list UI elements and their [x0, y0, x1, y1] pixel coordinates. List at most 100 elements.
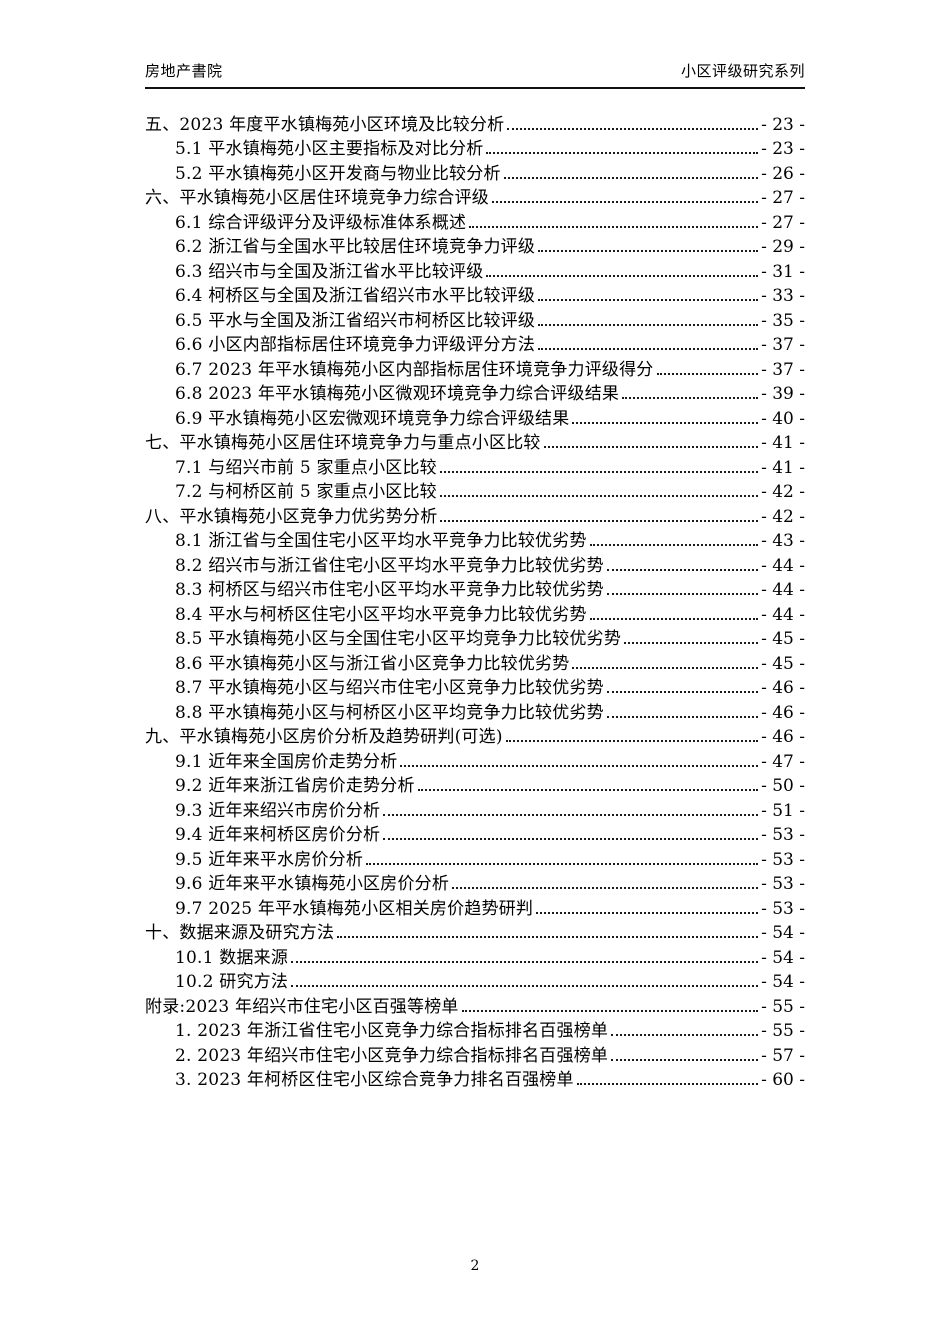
toc-entry[interactable]: 8.7 平水镇梅苑小区与绍兴市住宅小区竞争力比较优劣势 - 46 -: [145, 674, 805, 698]
toc-entry[interactable]: 9.6 近年来平水镇梅苑小区房价分析 - 53 -: [145, 870, 805, 894]
toc-entry[interactable]: 5.1 平水镇梅苑小区主要指标及对比分析 - 23 -: [145, 135, 805, 159]
toc-entry[interactable]: 9.4 近年来柯桥区房价分析 - 53 -: [145, 821, 805, 845]
toc-entry[interactable]: 6.5 平水与全国及浙江省绍兴市柯桥区比较评级 - 35 -: [145, 306, 805, 331]
toc-entry-page: - 23 -: [761, 139, 805, 159]
toc-entry[interactable]: 9.5 近年来平水房价分析 - 53 -: [145, 845, 805, 870]
toc-entry-page: - 41 -: [761, 457, 805, 478]
toc-entry[interactable]: 九、平水镇梅苑小区房价分析及趋势研判(可选) - 46 -: [145, 723, 805, 747]
toc-entry-title: 6.1 综合评级评分及评级标准体系概述: [175, 212, 467, 233]
toc-entry[interactable]: 6.8 2023 年平水镇梅苑小区微观环境竞争力综合评级结果 - 39 -: [145, 380, 805, 404]
toc-entry-title: 6.2 浙江省与全国水平比较居住环境竞争力评级: [175, 237, 536, 257]
toc-entry[interactable]: 8.4 平水与柯桥区住宅小区平均水平竞争力比较优劣势 - 44 -: [145, 600, 805, 625]
toc-entry-page: - 47 -: [761, 751, 805, 772]
toc-entry-title: 十、数据来源及研究方法: [145, 923, 335, 943]
dot-leader: [538, 348, 759, 350]
toc-entry[interactable]: 9.3 近年来绍兴市房价分析 - 51 -: [145, 796, 805, 821]
toc-entry[interactable]: 七、平水镇梅苑小区居住环境竞争力与重点小区比较 - 41 -: [145, 429, 805, 453]
toc-entry-page: - 46 -: [761, 702, 805, 723]
toc-entry[interactable]: 1. 2023 年浙江省住宅小区竞争力综合指标排名百强榜单 - 55 -: [145, 1017, 805, 1041]
toc-entry-page: - 43 -: [761, 531, 805, 551]
toc-entry-title: 6.8 2023 年平水镇梅苑小区微观环境竞争力综合评级结果: [175, 384, 620, 404]
toc-entry-title: 6.7 2023 年平水镇梅苑小区内部指标居住环境竞争力评级得分: [175, 359, 654, 380]
toc-entry-page: - 42 -: [761, 506, 805, 527]
toc-entry-title: 8.4 平水与柯桥区住宅小区平均水平竞争力比较优劣势: [175, 604, 587, 625]
dot-leader: [461, 1009, 759, 1012]
toc-entry-title: 五、2023 年度平水镇梅苑小区环境及比较分析: [145, 114, 505, 135]
dot-leader: [383, 813, 759, 816]
dot-leader: [606, 715, 759, 718]
toc-entry-page: - 60 -: [761, 1070, 805, 1090]
toc-entry[interactable]: 9.1 近年来全国房价走势分析 - 47 -: [145, 747, 805, 772]
toc-entry-page: - 44 -: [761, 580, 805, 600]
dot-leader: [503, 176, 759, 179]
dot-leader: [417, 789, 759, 791]
toc-entry[interactable]: 8.6 平水镇梅苑小区与浙江省小区竞争力比较优劣势 - 45 -: [145, 649, 805, 674]
toc-entry[interactable]: 8.1 浙江省与全国住宅小区平均水平竞争力比较优劣势 - 43 -: [145, 527, 805, 551]
toc-entry-title: 9.3 近年来绍兴市房价分析: [175, 800, 381, 821]
dot-leader: [606, 568, 759, 571]
toc-entry-title: 10.2 研究方法: [175, 972, 289, 992]
toc-entry[interactable]: 6.9 平水镇梅苑小区宏微观环境竞争力综合评级结果 - 40 -: [145, 404, 805, 429]
toc-entry[interactable]: 6.3 绍兴市与全国及浙江省水平比较评级 - 31 -: [145, 257, 805, 282]
toc-entry-title: 7.2 与柯桥区前 5 家重点小区比较: [175, 482, 437, 502]
toc-entry[interactable]: 9.7 2025 年平水镇梅苑小区相关房价趋势研判 - 53 -: [145, 894, 805, 919]
toc-entry[interactable]: 2. 2023 年绍兴市住宅小区竞争力综合指标排名百强榜单 - 57 -: [145, 1041, 805, 1066]
dot-leader: [622, 397, 759, 399]
toc-entry[interactable]: 六、平水镇梅苑小区居住环境竞争力综合评级 - 27 -: [145, 184, 805, 208]
toc-entry-title: 9.6 近年来平水镇梅苑小区房价分析: [175, 874, 450, 894]
toc-entry[interactable]: 7.2 与柯桥区前 5 家重点小区比较 - 42 -: [145, 478, 805, 502]
dot-leader: [486, 274, 759, 277]
toc-entry-page: - 54 -: [761, 972, 805, 992]
toc-entry[interactable]: 五、2023 年度平水镇梅苑小区环境及比较分析 - 23 -: [145, 110, 805, 135]
toc-entry[interactable]: 8.8 平水镇梅苑小区与柯桥区小区平均竞争力比较优劣势 - 46 -: [145, 698, 805, 723]
toc-entry-title: 6.3 绍兴市与全国及浙江省水平比较评级: [175, 261, 484, 282]
toc-entry[interactable]: 7.1 与绍兴市前 5 家重点小区比较 - 41 -: [145, 453, 805, 478]
toc-entry-page: - 55 -: [761, 996, 805, 1017]
dot-leader: [440, 519, 759, 522]
dot-leader: [505, 740, 759, 742]
toc-entry-page: - 41 -: [761, 433, 805, 453]
toc-entry-title: 6.5 平水与全国及浙江省绍兴市柯桥区比较评级: [175, 310, 536, 331]
toc-entry[interactable]: 8.5 平水镇梅苑小区与全国住宅小区平均竞争力比较优劣势 - 45 -: [145, 625, 805, 649]
toc-entry[interactable]: 附录:2023 年绍兴市住宅小区百强等榜单 - 55 -: [145, 992, 805, 1017]
toc-entry[interactable]: 6.4 柯桥区与全国及浙江省绍兴市水平比较评级 - 33 -: [145, 282, 805, 306]
toc-entry-page: - 57 -: [761, 1045, 805, 1066]
toc-entry[interactable]: 8.2 绍兴市与浙江省住宅小区平均水平竞争力比较优劣势 - 44 -: [145, 551, 805, 576]
toc-entry[interactable]: 6.7 2023 年平水镇梅苑小区内部指标居住环境竞争力评级得分 - 37 -: [145, 355, 805, 380]
toc-entry-page: - 26 -: [761, 163, 805, 184]
toc-entry-page: - 29 -: [761, 237, 805, 257]
toc-entry-title: 九、平水镇梅苑小区房价分析及趋势研判(可选): [145, 727, 503, 747]
toc-entry[interactable]: 6.2 浙江省与全国水平比较居住环境竞争力评级 - 29 -: [145, 233, 805, 257]
dot-leader: [291, 985, 759, 987]
toc-entry[interactable]: 6.1 综合评级评分及评级标准体系概述 - 27 -: [145, 208, 805, 233]
dot-leader: [606, 593, 759, 595]
toc-entry[interactable]: 9.2 近年来浙江省房价走势分析 - 50 -: [145, 772, 805, 796]
toc-entry-title: 5.1 平水镇梅苑小区主要指标及对比分析: [175, 139, 484, 159]
dot-leader: [624, 642, 759, 644]
toc-entry-page: - 31 -: [761, 261, 805, 282]
toc-entry[interactable]: 5.2 平水镇梅苑小区开发商与物业比较分析 - 26 -: [145, 159, 805, 184]
toc-entry-page: - 44 -: [761, 555, 805, 576]
dot-leader: [611, 1058, 759, 1061]
toc-entry[interactable]: 八、平水镇梅苑小区竞争力优劣势分析 - 42 -: [145, 502, 805, 527]
toc-entry-title: 附录:2023 年绍兴市住宅小区百强等榜单: [145, 996, 459, 1017]
toc-entry[interactable]: 10.1 数据来源 - 54 -: [145, 943, 805, 968]
toc-entry[interactable]: 3. 2023 年柯桥区住宅小区综合竞争力排名百强榜单 - 60 -: [145, 1066, 805, 1090]
dot-leader: [538, 299, 759, 301]
toc-entry-title: 6.9 平水镇梅苑小区宏微观环境竞争力综合评级结果: [175, 408, 570, 429]
dot-leader: [452, 887, 759, 889]
toc-entry-page: - 54 -: [761, 947, 805, 968]
toc-entry[interactable]: 十、数据来源及研究方法 - 54 -: [145, 919, 805, 943]
toc-entry-page: - 33 -: [761, 286, 805, 306]
toc-entry[interactable]: 8.3 柯桥区与绍兴市住宅小区平均水平竞争力比较优劣势 - 44 -: [145, 576, 805, 600]
toc-entry-page: - 27 -: [761, 212, 805, 233]
toc-entry-page: - 53 -: [761, 874, 805, 894]
toc-entry[interactable]: 6.6 小区内部指标居住环境竞争力评级评分方法 - 37 -: [145, 331, 805, 355]
toc-entry-page: - 46 -: [761, 678, 805, 698]
toc-entry-page: - 23 -: [761, 114, 805, 135]
dot-leader: [337, 936, 759, 938]
toc-entry-title: 9.1 近年来全国房价走势分析: [175, 751, 398, 772]
dot-leader: [383, 838, 759, 840]
toc-entry[interactable]: 10.2 研究方法 - 54 -: [145, 968, 805, 992]
toc-entry-title: 8.8 平水镇梅苑小区与柯桥区小区平均竞争力比较优劣势: [175, 702, 604, 723]
